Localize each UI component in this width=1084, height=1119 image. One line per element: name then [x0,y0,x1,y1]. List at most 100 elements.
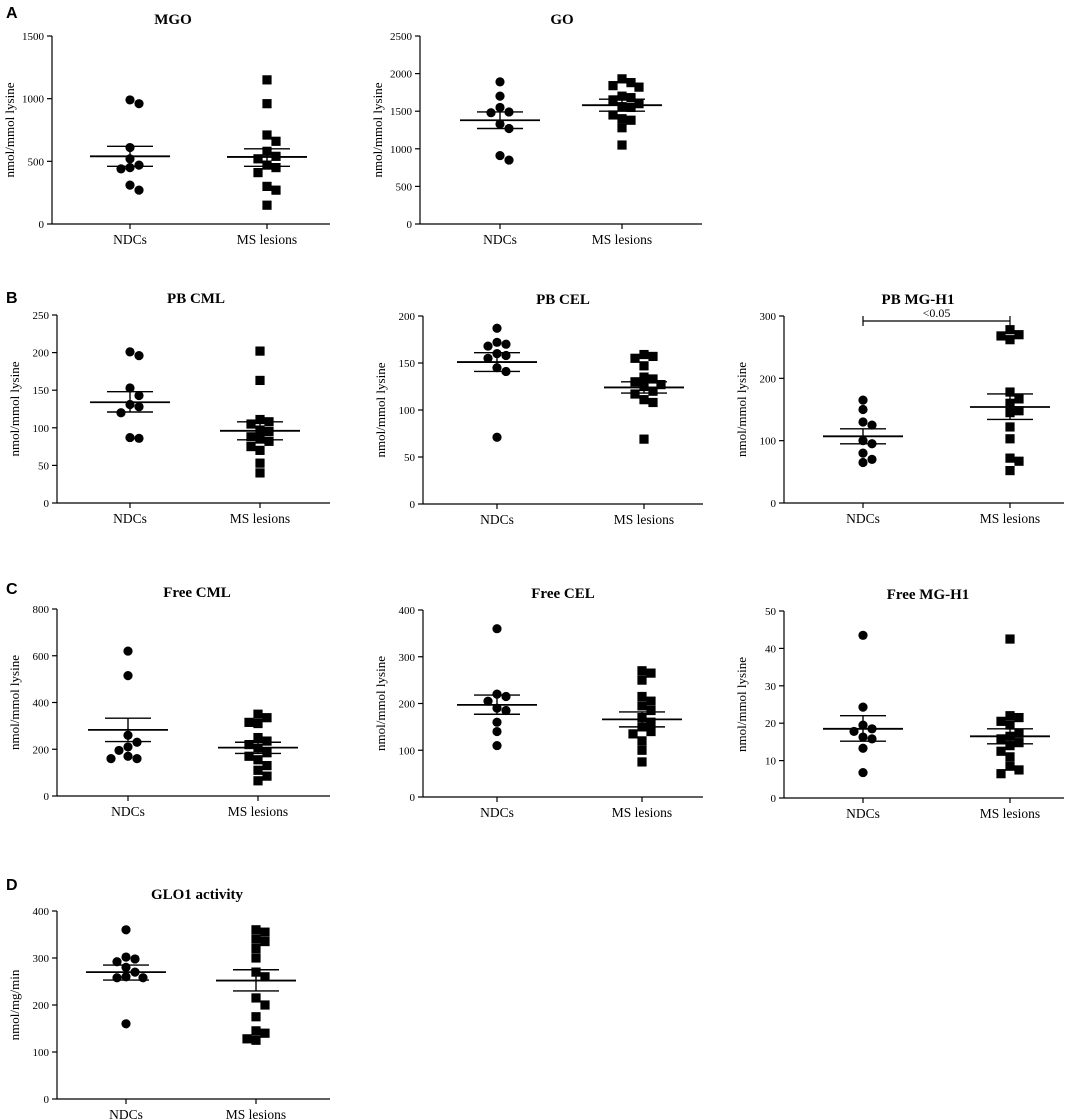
data-point-circle [501,339,511,349]
data-point-square [630,353,640,363]
data-point-square [637,666,647,676]
plot-mgo: MGO nmol/mmol lysine 0 500 1000 1500 NDCs MS le… [2,12,330,247]
x-tick-label: NDCs [846,511,880,526]
x-tick-label: MS lesions [980,511,1040,526]
plot-pb-cel: PB CEL nmol/mmol lysine 0 50 100 150 200 NDCs MS… [373,292,703,527]
y-axis-label: nmol/mmol lysine [734,362,749,457]
data-point-square [1014,728,1024,738]
data-point-circle [123,646,133,656]
data-point-square [246,432,256,442]
data-point-square [246,419,256,429]
data-point-square [244,751,254,761]
data-point-circle [125,383,135,393]
data-point-circle [134,99,144,109]
data-point-square [251,944,261,954]
data-point-square [1014,712,1024,723]
plot-free-cel: Free CEL nmol/mmol lysine 0 100 200 300 400 NDC… [373,586,703,820]
data-point-circle [495,102,505,113]
y-tick-label: 1000 [390,144,413,156]
data-point-square [255,346,265,356]
data-point-square [637,745,647,755]
data-point-square [617,91,627,101]
data-point-square [271,185,281,195]
data-point-square [1005,422,1015,432]
y-axis-label: nmol/mmol lysine [373,656,388,751]
data-point-square [639,372,649,382]
data-point-square [648,397,658,408]
data-point-circle [130,954,140,964]
data-point-square [634,99,644,109]
y-tick-label: 0 [771,498,777,510]
data-point-square [262,748,272,758]
x-tick-label: MS lesions [230,511,290,526]
data-point-square [262,75,272,85]
data-point-circle [134,390,144,401]
data-point-square [1014,765,1024,775]
data-point-square [996,734,1006,744]
data-point-circle [134,402,144,412]
x-tick-label: NDCs [483,232,517,247]
data-point-circle [123,742,133,752]
data-point-circle [134,160,144,170]
x-tick-label: MS lesions [980,806,1040,821]
data-point-square [617,123,627,133]
data-point-square [996,716,1006,726]
panel-letter-b: B [6,290,18,307]
data-point-square [253,776,263,786]
chart-title: MGO [154,12,192,28]
data-point-square [639,349,649,360]
data-point-square [262,713,272,723]
data-point-square [646,705,656,716]
y-tick-label: 500 [28,156,45,168]
plot-pb-mg-h1: PB MG-H1 nmol/mmol lysine 0 100 200 300 NDCs MS… [734,292,1064,526]
data-point-circle [134,185,144,195]
data-point-square [1005,434,1015,444]
y-tick-label: 20 [765,718,777,730]
data-point-square [628,729,638,739]
y-tick-label: 200 [33,1000,50,1012]
y-tick-label: 10 [765,756,777,768]
data-point-square [634,82,644,92]
data-point-square [255,458,265,468]
data-point-circle [483,341,493,351]
y-tick-label: 200 [399,699,416,711]
data-point-square [1005,634,1015,644]
data-point-square [242,1034,252,1044]
plot-go: GO nmol/mmol lysine 0 500 1000 1500 2000 2500 ND… [370,12,702,247]
plot-free-cml: Free CML nmol/mmol lysine 0 200 400 600 800 NDC… [7,585,330,819]
x-tick-label: MS lesions [228,804,288,819]
data-point-square [253,765,263,775]
data-point-square [251,993,261,1003]
data-point-square [251,1026,261,1036]
data-point-square [637,691,647,702]
y-axis-label: nmol/mg/min [7,969,22,1040]
data-point-square [626,78,636,88]
data-point-square [639,434,649,444]
data-point-square [1005,453,1015,463]
y-tick-label: 0 [771,793,777,805]
data-point-circle [492,432,502,442]
y-tick-label: 400 [399,605,416,617]
data-point-square [262,200,272,210]
data-point-square [626,102,636,113]
data-point-square [617,140,627,150]
data-point-square [626,115,636,125]
data-point-square [639,395,649,405]
data-point-circle [867,454,877,464]
data-point-square [244,717,254,727]
y-tick-label: 2500 [390,31,413,43]
data-point-square [251,953,261,963]
y-tick-label: 100 [760,436,777,448]
x-tick-label: NDCs [113,511,147,526]
data-point-square [253,755,263,765]
data-point-square [646,668,656,678]
data-point-circle [492,323,502,333]
y-tick-label: 0 [44,498,50,510]
data-point-circle [125,163,135,173]
data-point-circle [112,957,122,967]
y-tick-label: 400 [33,698,50,710]
y-tick-label: 100 [33,423,50,435]
chart-title: GO [550,12,573,28]
y-tick-label: 30 [765,681,777,693]
